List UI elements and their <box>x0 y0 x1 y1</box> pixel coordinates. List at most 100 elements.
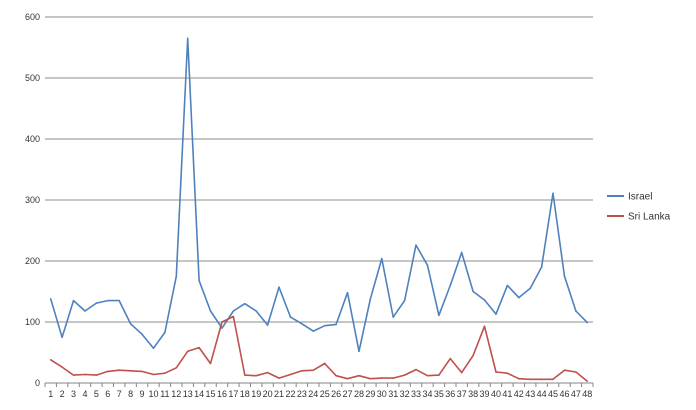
data-point <box>72 374 75 376</box>
y-tick-label: 600 <box>25 12 40 22</box>
data-point <box>529 287 532 290</box>
x-tick-label: 15 <box>206 389 216 399</box>
y-tick-label: 100 <box>25 317 40 327</box>
x-axis-tick-labels: 1 2 3 4 5 6 7 8 9 10 11 12 13 14 15 16 17 18 19 20 21 22 23 24 2… <box>44 383 594 399</box>
data-point <box>403 374 406 376</box>
data-point <box>586 380 589 382</box>
x-tick-label: 31 <box>388 389 398 399</box>
x-tick-label: 1 <box>48 389 53 399</box>
x-tick-label: 7 <box>117 389 122 399</box>
x-tick-label: 11 <box>160 389 169 399</box>
data-point <box>506 372 509 375</box>
x-tick-label: 32 <box>400 389 410 399</box>
data-point <box>323 324 326 327</box>
data-point <box>95 374 98 376</box>
x-tick-label: 13 <box>183 389 193 399</box>
y-tick-label: 500 <box>25 73 40 83</box>
data-point <box>575 310 577 312</box>
data-point <box>84 310 86 312</box>
data-point <box>106 299 109 302</box>
data-point <box>106 370 109 373</box>
x-tick-label: 16 <box>217 389 227 399</box>
data-point <box>335 323 337 326</box>
data-point <box>198 279 200 282</box>
x-tick-label: 10 <box>148 389 158 399</box>
data-point <box>278 377 280 379</box>
data-point <box>380 377 383 379</box>
x-tick-label: 21 <box>274 389 284 399</box>
data-point <box>312 330 315 332</box>
data-point <box>358 374 360 377</box>
data-point <box>563 369 566 371</box>
data-point <box>472 290 474 293</box>
data-point <box>129 370 132 372</box>
data-point <box>141 370 143 373</box>
y-tick-label: 200 <box>25 256 40 266</box>
legend: Israel Sri Lanka <box>607 192 671 223</box>
x-tick-label: 24 <box>308 389 318 399</box>
data-point <box>392 377 395 379</box>
data-point <box>289 316 292 318</box>
x-tick-label: 28 <box>354 389 364 399</box>
data-point <box>586 321 589 324</box>
data-point <box>426 264 429 267</box>
x-tick-label: 35 <box>434 389 444 399</box>
x-tick-label: 3 <box>71 389 76 399</box>
data-point <box>495 313 497 315</box>
data-point <box>426 374 429 377</box>
data-point <box>186 37 189 40</box>
data-point <box>415 368 417 371</box>
series-lines <box>49 37 589 382</box>
data-point <box>575 371 577 373</box>
data-point <box>49 359 52 361</box>
data-point <box>472 354 474 357</box>
x-tick-label: 6 <box>105 389 110 399</box>
data-point <box>232 310 235 312</box>
data-point <box>118 369 121 371</box>
y-axis-tick-labels: 0 100 200 300 400 500 600 <box>25 12 40 388</box>
data-point <box>483 299 486 301</box>
data-point <box>460 251 463 254</box>
y-tick-label: 0 <box>35 378 40 388</box>
data-point <box>198 346 200 349</box>
x-tick-label: 38 <box>468 389 478 399</box>
x-tick-label: 17 <box>228 389 238 399</box>
data-point <box>540 378 543 381</box>
data-point <box>209 310 212 312</box>
data-point <box>552 192 554 195</box>
data-point <box>301 323 303 325</box>
x-tick-label: 5 <box>94 389 99 399</box>
data-point <box>221 327 223 329</box>
x-tick-label: 45 <box>548 389 558 399</box>
x-tick-label: 12 <box>171 389 181 399</box>
data-point <box>164 331 166 334</box>
x-tick-label: 37 <box>457 389 467 399</box>
data-point <box>72 299 75 302</box>
data-point <box>152 373 155 376</box>
x-tick-label: 2 <box>60 389 65 399</box>
gridlines <box>45 16 593 384</box>
x-tick-label: 29 <box>365 389 375 399</box>
data-point <box>449 357 452 360</box>
x-tick-label: 42 <box>514 389 524 399</box>
x-tick-label: 25 <box>320 389 330 399</box>
data-point <box>243 302 246 305</box>
x-tick-label: 44 <box>537 389 547 399</box>
x-tick-label: 41 <box>502 389 512 399</box>
data-point <box>346 377 349 380</box>
x-tick-label: 43 <box>525 389 535 399</box>
data-point <box>186 350 189 353</box>
x-tick-label: 36 <box>445 389 455 399</box>
data-point <box>243 374 246 376</box>
x-tick-label: 23 <box>297 389 307 399</box>
data-point <box>152 347 155 350</box>
series-line-sri-lanka <box>50 315 588 382</box>
y-tick-label: 400 <box>25 134 40 144</box>
data-point <box>289 373 292 376</box>
data-point <box>540 266 543 268</box>
data-point <box>403 299 406 302</box>
x-tick-label: 22 <box>285 389 295 399</box>
data-point <box>266 324 269 326</box>
x-tick-label: 9 <box>140 389 145 399</box>
